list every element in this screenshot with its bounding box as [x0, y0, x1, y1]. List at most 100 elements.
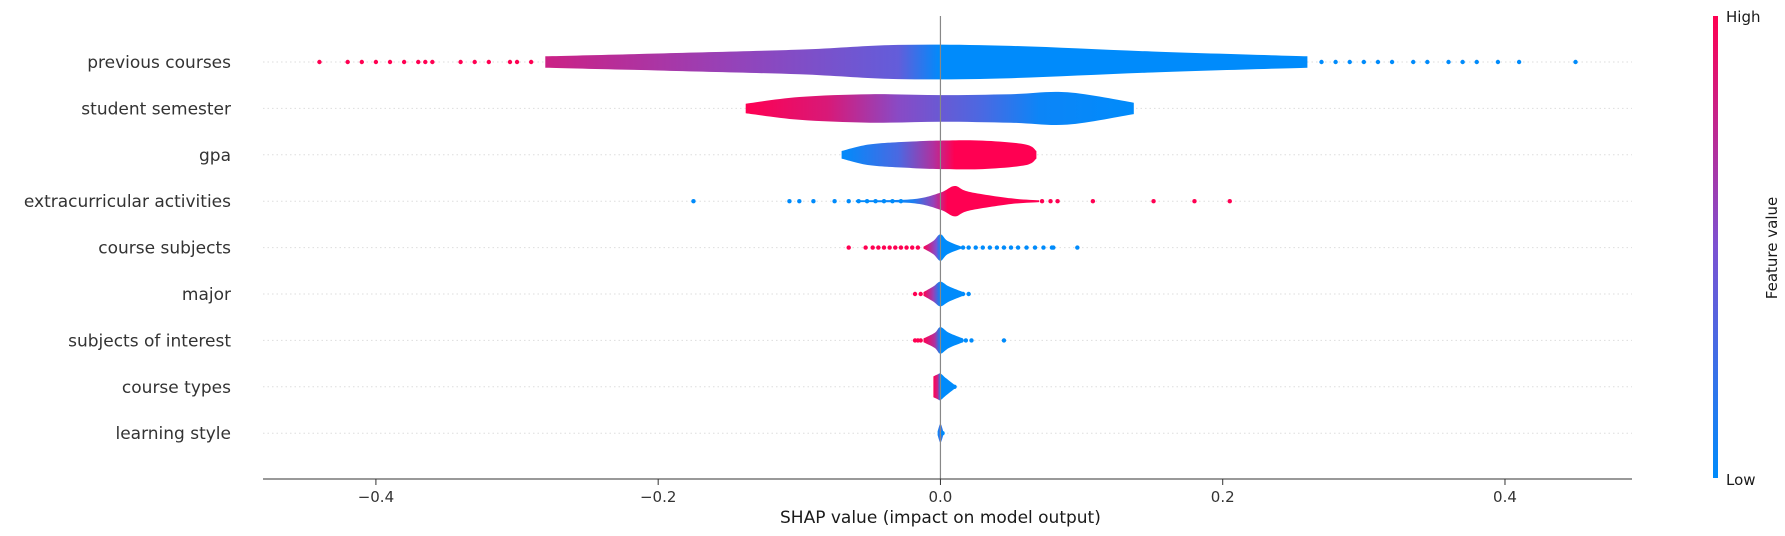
point-subjects-of-interest-5	[969, 338, 974, 343]
violins	[545, 44, 1308, 443]
point-course-subjects-16	[994, 245, 1000, 250]
feature-label-student-semester: student semester	[81, 99, 231, 119]
point-extracurricular-activities-11	[898, 199, 904, 204]
point-extracurricular-activities-16	[1151, 199, 1156, 204]
colorbar: High Low Feature value	[1713, 8, 1781, 489]
point-major-0	[912, 291, 918, 297]
point-previous-courses-14	[528, 59, 534, 65]
point-extracurricular-activities-1	[787, 199, 792, 204]
violin-course-types	[933, 373, 955, 401]
point-course-subjects-2	[870, 245, 875, 250]
point-course-subjects-12	[966, 245, 971, 250]
point-previous-courses-24	[1460, 59, 1465, 65]
point-previous-courses-26	[1495, 59, 1501, 65]
point-course-subjects-14	[980, 245, 985, 250]
colorbar-title: Feature value	[1763, 197, 1781, 299]
feature-label-course-subjects: course subjects	[98, 239, 231, 259]
colorbar-gradient	[1713, 16, 1718, 478]
point-course-subjects-0	[846, 245, 851, 250]
point-course-subjects-8	[904, 245, 909, 250]
feature-label-previous-courses: previous courses	[87, 53, 231, 73]
point-extracurricular-activities-0	[691, 199, 696, 204]
point-previous-courses-19	[1375, 59, 1381, 65]
point-course-subjects-7	[898, 245, 904, 250]
point-previous-courses-8	[430, 59, 435, 65]
point-course-subjects-13	[973, 245, 978, 250]
point-previous-courses-7	[423, 59, 428, 65]
x-tick-label-2: 0.0	[929, 488, 953, 506]
point-course-subjects-19	[1015, 245, 1021, 250]
point-previous-courses-17	[1347, 59, 1352, 65]
point-course-subjects-10	[915, 245, 921, 250]
point-previous-courses-2	[359, 59, 364, 65]
point-previous-courses-4	[387, 59, 393, 65]
point-previous-courses-16	[1333, 59, 1338, 65]
violin-gpa	[841, 140, 1037, 170]
x-tick-label-0: −0.4	[358, 488, 394, 506]
point-extracurricular-activities-15	[1090, 199, 1096, 204]
point-extracurricular-activities-3	[811, 199, 816, 204]
point-course-subjects-25	[1075, 245, 1080, 250]
point-learning-style-1	[940, 431, 945, 436]
feature-label-extracurricular-activities: extracurricular activities	[24, 192, 231, 212]
x-axis: −0.4 −0.2 0.0 0.2 0.4	[263, 478, 1632, 506]
feature-labels: previous courses student semester gpa extra…	[24, 53, 231, 444]
point-course-subjects-9	[910, 245, 915, 250]
point-extracurricular-activities-13	[1048, 199, 1053, 204]
point-course-subjects-5	[887, 245, 892, 250]
point-extracurricular-activities-18	[1227, 199, 1232, 204]
x-tick-label-1: −0.2	[640, 488, 676, 506]
point-previous-courses-20	[1389, 59, 1395, 65]
point-previous-courses-12	[507, 59, 513, 65]
point-previous-courses-21	[1411, 59, 1416, 65]
outlier-points	[317, 59, 1578, 436]
point-course-subjects-1	[863, 245, 868, 250]
violin-course-subjects	[923, 234, 962, 261]
point-previous-courses-25	[1474, 59, 1479, 65]
point-major-3	[966, 291, 971, 297]
point-previous-courses-10	[472, 59, 477, 65]
point-extracurricular-activities-10	[890, 199, 895, 204]
point-course-subjects-11	[960, 245, 966, 250]
point-previous-courses-3	[373, 59, 379, 65]
point-course-subjects-4	[881, 245, 887, 250]
point-course-subjects-22	[1041, 245, 1046, 250]
colorbar-low-label: Low	[1726, 471, 1756, 489]
point-extracurricular-activities-6	[856, 199, 861, 204]
point-previous-courses-22	[1425, 59, 1430, 65]
point-previous-courses-1	[345, 59, 350, 65]
point-previous-courses-18	[1361, 59, 1367, 65]
x-tick-label-4: 0.4	[1493, 488, 1517, 506]
point-previous-courses-23	[1446, 59, 1451, 65]
point-previous-courses-13	[514, 59, 520, 65]
feature-label-subjects-of-interest: subjects of interest	[68, 331, 231, 351]
point-previous-courses-27	[1516, 59, 1522, 65]
point-previous-courses-11	[486, 59, 492, 65]
point-extracurricular-activities-8	[873, 199, 878, 204]
point-previous-courses-28	[1573, 59, 1578, 65]
feature-label-gpa: gpa	[199, 146, 231, 166]
point-course-subjects-18	[1008, 245, 1014, 250]
point-course-subjects-20	[1024, 245, 1029, 250]
point-major-1	[918, 291, 923, 297]
point-subjects-of-interest-2	[918, 338, 923, 343]
point-course-subjects-6	[893, 245, 898, 250]
point-subjects-of-interest-4	[963, 338, 969, 343]
point-extracurricular-activities-7	[864, 199, 870, 204]
point-extracurricular-activities-4	[832, 199, 837, 204]
point-subjects-of-interest-3	[959, 338, 964, 343]
point-previous-courses-5	[401, 59, 407, 65]
feature-label-learning-style: learning style	[115, 424, 231, 444]
colorbar-high-label: High	[1726, 8, 1760, 26]
feature-label-major: major	[182, 285, 231, 305]
x-axis-title: SHAP value (impact on model output)	[780, 508, 1101, 528]
point-extracurricular-activities-14	[1055, 199, 1060, 204]
violin-previous-courses	[545, 44, 1308, 80]
point-extracurricular-activities-17	[1192, 199, 1197, 204]
violin-extracurricular-activities	[855, 185, 1040, 217]
point-course-subjects-21	[1032, 245, 1038, 250]
point-course-subjects-24	[1051, 245, 1056, 250]
point-previous-courses-15	[1319, 59, 1324, 65]
